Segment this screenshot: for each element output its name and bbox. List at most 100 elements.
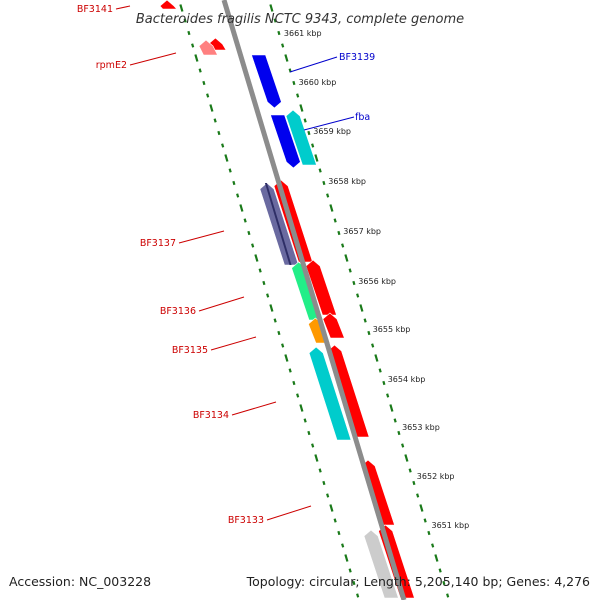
major-tick xyxy=(344,554,349,562)
minor-tick xyxy=(311,143,315,148)
minor-tick xyxy=(217,130,221,136)
minor-tick xyxy=(318,468,322,473)
major-tick xyxy=(404,454,409,462)
genome-summary: Topology: circular; Length: 5,205,140 bp… xyxy=(246,574,590,589)
scale-label: 3657 kbp xyxy=(343,227,381,236)
minor-tick xyxy=(427,530,431,536)
minor-tick xyxy=(348,268,352,273)
gene-label-bf3135: BF3135 xyxy=(172,345,208,356)
major-tick xyxy=(374,354,379,362)
minor-tick xyxy=(247,230,251,236)
label-leaders xyxy=(115,5,355,521)
minor-tick xyxy=(236,193,240,198)
leader-line xyxy=(115,5,131,10)
gene-label-bf3134: BF3134 xyxy=(193,410,229,421)
gene-label-rpme2: rpmE2 xyxy=(96,60,127,71)
major-tick xyxy=(329,504,334,512)
scale-label: 3660 kbp xyxy=(299,78,337,87)
scale-label: 3654 kbp xyxy=(388,375,426,384)
leader-line xyxy=(178,230,225,244)
minor-tick xyxy=(378,368,382,373)
major-tick xyxy=(389,404,394,412)
minor-tick xyxy=(281,343,285,348)
minor-tick xyxy=(408,468,412,473)
gene-label-bf3136: BF3136 xyxy=(160,306,196,317)
minor-tick xyxy=(198,68,202,73)
major-tick xyxy=(194,54,199,62)
minor-tick xyxy=(307,430,311,436)
minor-tick xyxy=(292,80,296,86)
major-tick xyxy=(269,304,274,312)
minor-tick xyxy=(288,368,292,373)
minor-tick xyxy=(303,118,307,123)
minor-tick xyxy=(243,218,247,223)
minor-tick xyxy=(352,280,356,286)
minor-tick xyxy=(438,568,442,573)
major-tick xyxy=(284,354,289,362)
minor-tick xyxy=(356,593,360,598)
minor-tick xyxy=(352,580,356,586)
minor-tick xyxy=(213,118,217,123)
feature-fba-arrow xyxy=(270,114,301,169)
minor-tick xyxy=(341,243,345,248)
minor-tick xyxy=(292,380,296,386)
minor-tick xyxy=(228,168,232,173)
minor-tick xyxy=(183,18,187,23)
minor-tick xyxy=(333,218,337,223)
minor-tick xyxy=(401,443,405,448)
minor-tick xyxy=(318,168,322,173)
minor-tick xyxy=(206,93,210,98)
minor-tick xyxy=(326,193,330,198)
leader-line xyxy=(289,56,338,73)
gene-label-bf3141: BF3141 xyxy=(77,4,113,15)
minor-tick xyxy=(442,580,446,586)
major-tick xyxy=(329,204,334,212)
minor-tick xyxy=(423,518,427,523)
scale-label: 3655 kbp xyxy=(373,325,411,334)
minor-tick xyxy=(431,543,435,548)
minor-tick xyxy=(296,393,300,398)
gene-label-bf3133: BF3133 xyxy=(228,515,264,526)
tick-marks xyxy=(179,4,450,598)
major-tick xyxy=(434,554,439,562)
minor-tick xyxy=(446,593,450,598)
minor-tick xyxy=(277,330,281,336)
feature-bf3134-arrow xyxy=(308,346,352,441)
minor-tick xyxy=(221,143,225,148)
scale-label: 3653 kbp xyxy=(402,423,440,432)
minor-tick xyxy=(416,493,420,498)
minor-tick xyxy=(258,268,262,273)
major-tick xyxy=(314,154,319,162)
minor-tick xyxy=(187,30,191,36)
minor-tick xyxy=(232,180,236,186)
minor-tick xyxy=(412,480,416,486)
leader-line xyxy=(303,116,355,131)
minor-tick xyxy=(251,243,255,248)
scale-labels: 3661 kbp 3660 kbp 3659 kbp 3658 kbp 3657 kbp… xyxy=(284,29,469,530)
major-tick xyxy=(299,404,304,412)
major-tick xyxy=(224,154,229,162)
minor-tick xyxy=(262,280,266,286)
accession-text: Accession: NC_003228 xyxy=(9,574,152,589)
feature-bf3141-arrow xyxy=(159,0,178,10)
minor-tick xyxy=(333,518,337,523)
leader-line xyxy=(266,505,312,521)
minor-tick xyxy=(311,443,315,448)
feature-bf3137-stripe xyxy=(264,183,292,265)
major-tick xyxy=(419,504,424,512)
minor-tick xyxy=(393,418,397,423)
features xyxy=(159,0,415,599)
major-tick xyxy=(359,304,364,312)
scale-label: 3656 kbp xyxy=(358,277,396,286)
minor-tick xyxy=(303,418,307,423)
gene-label-bf3137: BF3137 xyxy=(140,238,176,249)
major-tick xyxy=(314,454,319,462)
genome-backbone xyxy=(221,0,407,600)
minor-tick xyxy=(348,568,352,573)
minor-tick xyxy=(397,430,401,436)
minor-tick xyxy=(337,530,341,536)
scale-label: 3658 kbp xyxy=(328,177,366,186)
major-tick xyxy=(179,4,184,12)
minor-tick xyxy=(307,130,311,136)
